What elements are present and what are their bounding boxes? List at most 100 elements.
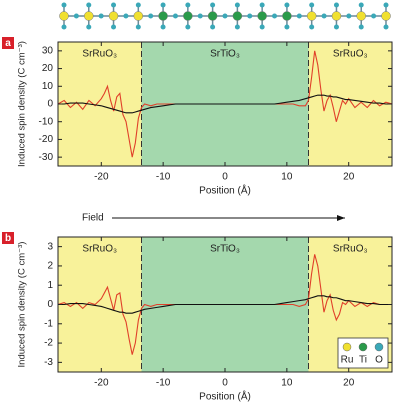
oxygen-atom — [284, 2, 290, 8]
series-line — [58, 295, 392, 314]
oxygen-atom — [160, 2, 166, 8]
series-line — [58, 94, 392, 114]
oxygen-atom — [272, 13, 278, 19]
region-label: SrTiO₃ — [210, 244, 240, 255]
oxygen-atom — [61, 24, 67, 30]
oxygen-atom — [111, 2, 117, 8]
ti-atom — [282, 11, 292, 21]
x-tick-label: 10 — [281, 172, 293, 183]
x-tick-label: -10 — [156, 378, 171, 389]
field-label: Field — [82, 213, 104, 224]
ru-atom — [133, 11, 144, 21]
oxygen-atom — [160, 24, 166, 30]
ru-atom — [356, 11, 366, 21]
oxygen-atom — [98, 13, 104, 19]
region-label: SrRuO₃ — [333, 49, 368, 60]
oxygen-atom — [135, 24, 141, 30]
y-tick-label: 0 — [47, 299, 53, 310]
oxygen-atom — [86, 24, 92, 30]
oxygen-atom — [284, 24, 290, 30]
oxygen-atom — [259, 2, 265, 8]
legend-label: Ru — [341, 355, 354, 366]
oxygen-atom — [309, 24, 315, 30]
oxygen-atom — [210, 2, 216, 8]
oxygen-atom — [346, 13, 352, 19]
y-tick-label: 20 — [42, 63, 54, 74]
panel-label: b — [5, 233, 11, 244]
ru-atom — [59, 11, 69, 21]
oxygen-atom — [321, 13, 327, 19]
y-tick-label: 0 — [47, 99, 53, 110]
oxygen-atom — [197, 13, 203, 19]
y-tick-label: 3 — [47, 241, 53, 252]
panel: SrRuO₃ SrTiO₃ SrRuO₃ -30 -20 -10 0 10 20 30 -20 -10… — [2, 37, 393, 197]
legend-label: O — [375, 355, 383, 366]
oxygen-atom — [383, 24, 389, 30]
legend-swatch — [342, 342, 352, 352]
x-tick-label: 20 — [343, 172, 355, 183]
x-tick-label: -20 — [94, 378, 109, 389]
ru-atom — [306, 11, 317, 21]
ti-atom — [207, 11, 218, 21]
ti-atom — [183, 11, 193, 21]
y-tick-label: -20 — [39, 134, 54, 145]
y-tick-label: -3 — [44, 357, 53, 368]
ru-atom — [331, 11, 342, 21]
x-tick-label: 10 — [281, 378, 293, 389]
y-tick-label: 10 — [42, 81, 54, 92]
oxygen-atom — [358, 2, 364, 8]
legend-swatch — [358, 342, 368, 352]
x-tick-label: 0 — [222, 172, 228, 183]
region-label: SrRuO₃ — [82, 244, 117, 255]
oxygen-atom — [73, 13, 79, 19]
oxygen-atom — [111, 24, 117, 30]
oxygen-atom — [172, 13, 178, 19]
y-axis-title: Induced spin density (C cm⁻³) — [17, 41, 28, 167]
x-tick-label: 20 — [343, 378, 355, 389]
region-label: SrRuO₃ — [333, 244, 368, 255]
y-tick-label: -30 — [39, 152, 54, 163]
ti-atom — [257, 11, 267, 21]
panel-label-box — [2, 37, 14, 49]
y-tick-label: 30 — [42, 45, 54, 56]
oxygen-atom — [222, 13, 228, 19]
oxygen-atom — [333, 24, 339, 30]
oxygen-atom — [234, 24, 240, 30]
oxygen-atom — [358, 24, 364, 30]
oxygen-atom — [185, 2, 191, 8]
y-tick-label: 2 — [47, 261, 53, 272]
legend-swatch — [374, 342, 384, 352]
oxygen-atom — [148, 13, 154, 19]
panel-label-box — [2, 232, 14, 244]
panel-label: a — [5, 38, 11, 49]
y-tick-label: -10 — [39, 116, 54, 127]
x-axis-title: Position (Å) — [199, 184, 251, 197]
x-tick-label: -20 — [94, 172, 109, 183]
region-label: SrRuO₃ — [82, 49, 117, 60]
oxygen-atom — [259, 24, 265, 30]
oxygen-atom — [210, 24, 216, 30]
y-tick-label: -1 — [44, 318, 53, 329]
region-label: SrTiO₃ — [210, 49, 240, 60]
oxygen-atom — [247, 13, 253, 19]
oxygen-atom — [61, 2, 67, 8]
ti-atom — [232, 11, 243, 21]
oxygen-atom — [86, 2, 92, 8]
ru-atom — [84, 11, 94, 21]
oxygen-atom — [123, 13, 129, 19]
x-axis-title: Position (Å) — [199, 390, 251, 403]
oxygen-atom — [383, 2, 389, 8]
x-tick-label: -10 — [156, 172, 171, 183]
oxygen-atom — [296, 13, 302, 19]
ti-atom — [158, 11, 168, 21]
oxygen-atom — [371, 13, 377, 19]
oxygen-atom — [185, 24, 191, 30]
oxygen-atom — [333, 2, 339, 8]
ru-atom — [381, 11, 391, 21]
x-tick-label: 0 — [222, 378, 228, 389]
ru-atom — [108, 11, 119, 21]
oxygen-atom — [234, 2, 240, 8]
region — [58, 42, 142, 166]
